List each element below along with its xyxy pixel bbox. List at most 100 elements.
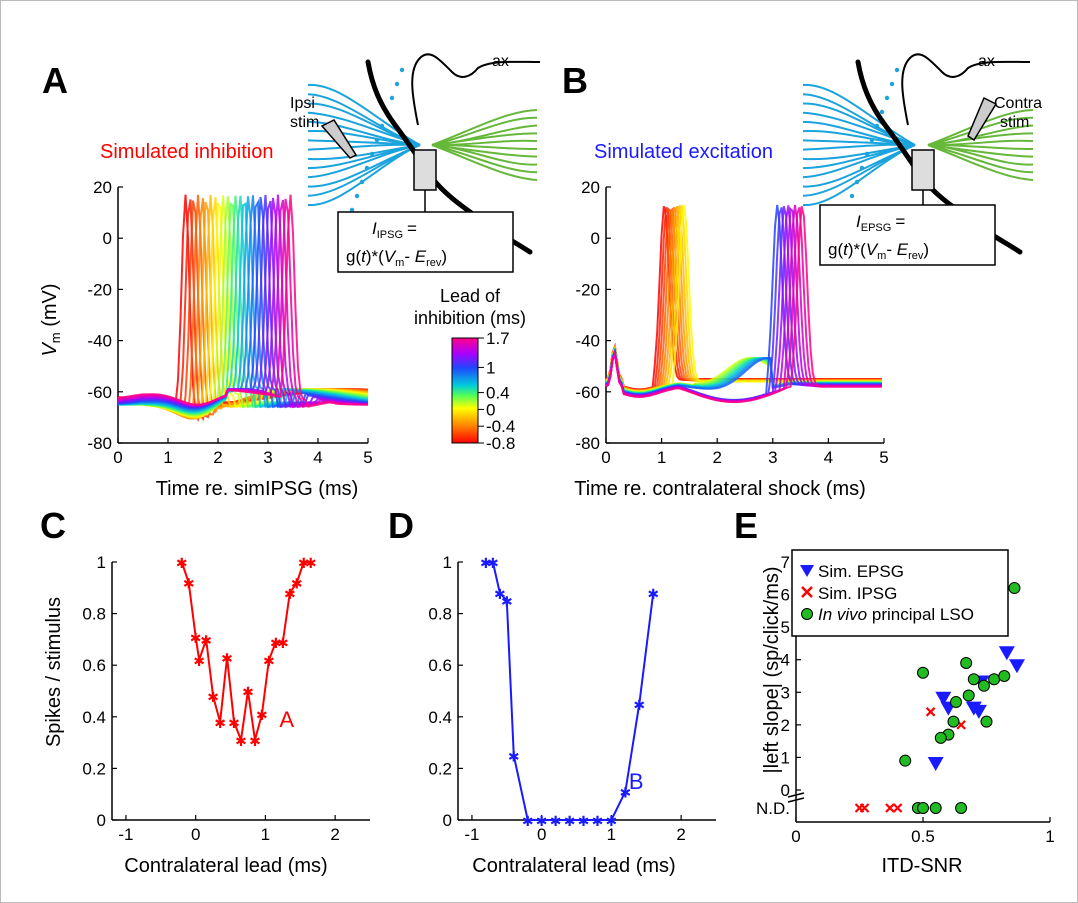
- panel-e-invivo-point: [998, 670, 1011, 682]
- panel-b-recording-electrode-icon: [911, 149, 935, 191]
- panel-e-ytick-label: 7: [781, 553, 790, 572]
- panel-e-ytick-label: 2: [781, 716, 790, 735]
- dendrite-branch: [307, 144, 421, 179]
- panel-c-xtick-label: -1: [118, 825, 133, 844]
- legend-epsg-label: Sim. EPSG: [818, 562, 904, 581]
- dendrite-branch: [431, 144, 538, 174]
- panel-b-cell-drawing: ax Contra stim: [802, 53, 1042, 255]
- panel-e-invivo-point: [955, 802, 968, 814]
- panel-d-xtick-label: 0: [537, 825, 546, 844]
- panel-c-xtick-label: 0: [191, 825, 200, 844]
- panel-c-point: ✱: [291, 576, 303, 592]
- panel-a-trace: [117, 194, 369, 408]
- panel-e-invivo-point: [899, 754, 912, 767]
- panel-d-point: ✱: [592, 813, 604, 829]
- panel-e-invivo-point: [967, 673, 980, 686]
- panel-b-stim-label-1: Contra: [994, 95, 1042, 112]
- panel-a-stim-label-2: stim: [290, 114, 319, 131]
- panel-e-invivo-point: [977, 679, 990, 692]
- synapse-dot: [394, 81, 400, 87]
- panel-e-ipsg-point: [892, 803, 903, 813]
- panel-a-xtick-label: 1: [163, 448, 172, 467]
- panel-e-ytick-label: 4: [781, 651, 790, 670]
- panel-b-ytick-label: -60: [575, 383, 600, 402]
- dendrite-branch: [802, 143, 916, 151]
- panel-c-point: ✱: [249, 733, 261, 749]
- panel-a-plot: 0 1 2 3 4 5 20 0 -20 -40 -60 -80: [87, 178, 372, 467]
- svg-text:g(t)*(Vm- Erev): g(t)*(Vm- Erev): [828, 240, 929, 262]
- panel-letter-a: A: [42, 60, 68, 101]
- synapse-dot: [849, 193, 855, 199]
- panel-d-point: ✱: [619, 785, 631, 801]
- panel-c-point: ✱: [256, 707, 268, 723]
- dendrite-branch: [802, 111, 916, 146]
- dendrite-branch: [802, 83, 916, 146]
- panel-a-ytick-label: -40: [87, 332, 112, 351]
- panel-c-point: ✱: [228, 715, 240, 731]
- panel-e-ipsg-point: [885, 803, 895, 813]
- panel-c-point: ✱: [200, 632, 212, 648]
- panel-e-invivo-point: [980, 715, 993, 728]
- panel-e-invivo-point: [934, 731, 947, 744]
- panel-c-ytick-label: 0.2: [82, 759, 106, 778]
- panel-d-ytick-label: 0.4: [428, 708, 452, 727]
- panel-d-point: ✱: [647, 586, 659, 602]
- panel-a-xtick-label: 4: [313, 448, 322, 467]
- svg-text:IEPSG=: IEPSG =: [856, 212, 905, 234]
- dendrite-branch: [431, 143, 538, 151]
- panel-d-point: ✱: [487, 555, 499, 571]
- colorbar-tick-label: 0: [486, 400, 495, 419]
- panel-e-invivo-point: [950, 696, 963, 709]
- panel-c-line: [180, 561, 311, 744]
- panel-a-ax-label: ax: [492, 53, 509, 70]
- panel-d-point: ✱: [508, 749, 520, 765]
- panel-e-xtick-label: 0: [791, 827, 800, 846]
- panel-c-ytick-label: 0.8: [82, 605, 106, 624]
- panel-b-green-dendrites: [927, 109, 1034, 181]
- panel-e-invivo-point: [1008, 582, 1021, 595]
- panel-b-xtick-label: 5: [879, 448, 888, 467]
- panel-e-legend: Sim. EPSG Sim. IPSG In vivo principal LS…: [791, 549, 1009, 637]
- colorbar: Lead of inhibition (ms) 1.7 1 0.40-0.4-0.8: [414, 286, 526, 453]
- panel-c-point: ✱: [221, 650, 233, 666]
- panel-b-xtick-label: 3: [768, 448, 777, 467]
- panel-e-epsg-point: [927, 756, 944, 771]
- panel-b-sim-label: Simulated excitation: [594, 141, 773, 163]
- panel-c-point: ✱: [207, 689, 219, 705]
- panel-b-ax-label: ax: [978, 53, 995, 70]
- synapse-dot: [379, 123, 385, 129]
- synapse-dot: [349, 207, 355, 213]
- panel-b-trace: [605, 205, 882, 403]
- panel-d-ytick-label: 0.8: [428, 605, 452, 624]
- panel-e-xtick-label: 0.5: [911, 827, 935, 846]
- panel-b-xtick-label: 0: [601, 448, 610, 467]
- panel-b-xtick-label: 4: [824, 448, 833, 467]
- panel-d-ytick-label: 0.2: [428, 759, 452, 778]
- panel-c-point: ✱: [298, 555, 310, 571]
- panel-b-ytick-label: -40: [575, 332, 600, 351]
- synapse-dot: [854, 179, 860, 185]
- synapse-dot: [874, 123, 880, 129]
- panel-d-point: ✱: [564, 813, 576, 829]
- svg-text:IIPSG=: IIPSG =: [372, 219, 417, 241]
- panel-c-point: ✱: [214, 715, 226, 731]
- panel-c-point: ✱: [242, 684, 254, 700]
- panel-b-xtick-label: 1: [657, 448, 666, 467]
- legend-ipsg-marker: [801, 586, 813, 598]
- colorbar-tick-label: 0.4: [486, 384, 510, 403]
- panel-c-xtick-label: 2: [330, 825, 339, 844]
- panel-e-invivo-point: [917, 802, 929, 814]
- dendrite-branch: [927, 143, 1034, 151]
- panel-c-xlabel: Contralateral lead (ms): [124, 855, 327, 877]
- panel-d-ytick-label: 0: [443, 811, 452, 830]
- panel-e-invivo-point: [947, 715, 960, 728]
- panel-e-epsg-point: [1008, 659, 1025, 674]
- dendrite-branch: [927, 144, 1034, 174]
- panel-e-ipsg-stroke: [892, 803, 903, 813]
- panel-a-ytick-label: -60: [87, 383, 112, 402]
- panel-e-invivo-point: [988, 673, 1001, 686]
- synapse-dot: [374, 137, 380, 143]
- legend-invivo-label: In vivo principal LSO: [818, 605, 974, 624]
- panel-c-annotation: A: [279, 707, 294, 732]
